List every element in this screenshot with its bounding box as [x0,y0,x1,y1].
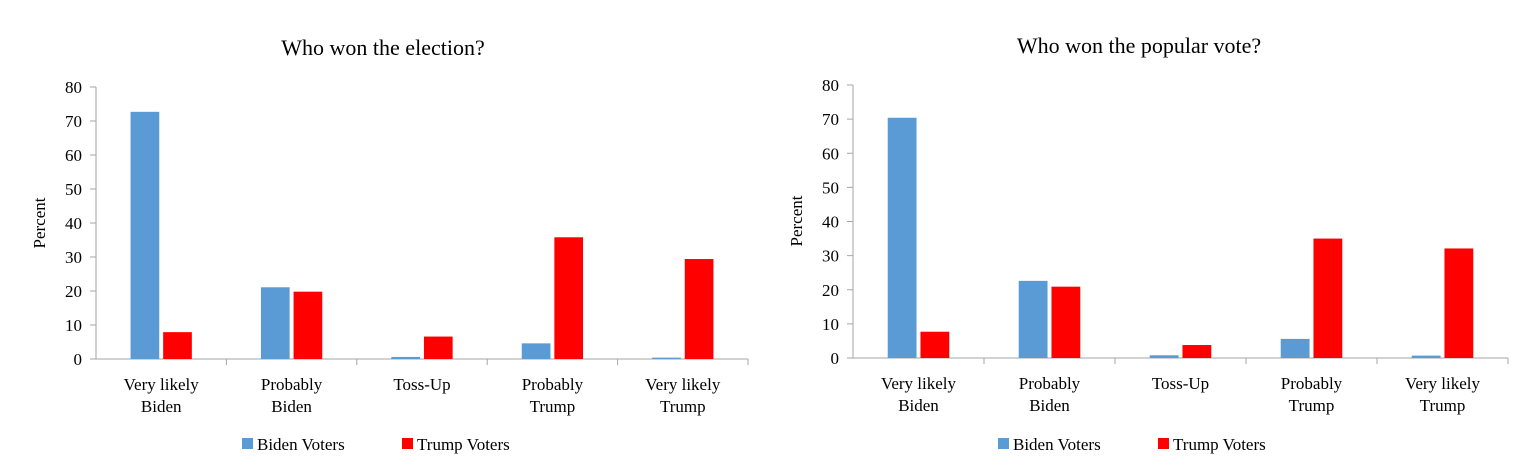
y-axis-label: Percent [30,197,49,248]
x-category-label-line: Very likely [645,375,721,394]
y-tick-label: 60 [65,146,82,165]
bar-biden-voters [521,343,551,359]
y-tick-label: 30 [65,248,82,267]
y-tick-label: 20 [822,281,839,300]
x-category-label-line: Very likely [881,374,957,393]
bar-trump-voters [423,336,453,359]
bar-trump-voters [1182,345,1212,358]
x-category-label: Very likely Biden [124,375,200,416]
y-tick-label: 0 [74,350,83,369]
legend-swatch-trump-voters [1158,438,1169,449]
bar-trump-voters [1444,248,1474,358]
y-tick-label: 50 [65,180,82,199]
legend-label-trump-voters: Trump Voters [417,435,510,454]
y-tick-label: 70 [65,112,82,131]
legend-label-biden-voters: Biden Voters [1013,435,1101,454]
legend-label-biden-voters: Biden Voters [257,435,345,454]
y-tick-label: 30 [822,247,839,266]
bar-biden-voters [1280,338,1310,358]
bar-biden-voters [1411,355,1441,358]
bar-trump-voters [1051,286,1081,358]
chart-title: Who won the election? [281,35,484,60]
x-category-label-line: Biden [1029,396,1070,415]
x-category-label: Toss-Up [1152,374,1209,393]
y-tick-label: 10 [65,316,82,335]
x-category-label: Probably Trump [1281,374,1343,415]
chart-election-winner: Who won the election? Percent 0 10 20 30 40 50 6… [30,35,749,454]
x-category-label: Very likely Trump [1405,374,1481,415]
bar-trump-voters [1313,238,1343,358]
x-category-label-line: Biden [271,397,312,416]
bar-trump-voters [163,332,192,359]
x-category-label-line: Toss-Up [1152,374,1209,393]
chart-popular-vote: Who won the popular vote? Percent 0 10 20 30 4… [787,33,1509,454]
x-category-label: Toss-Up [393,375,450,394]
x-category-label-line: Trump [530,397,576,416]
y-axis-label: Percent [787,195,806,246]
legend-label-trump-voters: Trump Voters [1173,435,1266,454]
y-tick-label: 60 [822,144,839,163]
bar-biden-voters [887,117,917,358]
y-tick-label: 40 [65,214,82,233]
x-category-label-line: Biden [141,397,182,416]
bar-biden-voters [130,111,160,359]
bar-biden-voters [391,356,421,359]
y-tick-label: 50 [822,178,839,197]
chart-title: Who won the popular vote? [1017,33,1261,58]
x-category-label-line: Probably [261,375,323,394]
y-tick-label: 80 [65,78,82,97]
bar-trump-voters [920,331,950,358]
x-category-label-line: Biden [898,396,939,415]
x-category-label-line: Very likely [1405,374,1481,393]
bar-trump-voters [554,237,584,359]
y-tick-label: 80 [822,76,839,95]
y-tick-label: 70 [822,110,839,129]
bar-biden-voters [1149,355,1179,358]
x-category-label-line: Toss-Up [393,375,450,394]
x-category-label-line: Trump [1420,396,1466,415]
y-tick-label: 10 [822,315,839,334]
x-category-label-line: Probably [1281,374,1343,393]
x-category-label-line: Trump [660,397,706,416]
bar-biden-voters [260,287,290,359]
bar-trump-voters [684,259,714,359]
y-tick-label: 20 [65,282,82,301]
x-category-label: Probably Biden [1019,374,1081,415]
x-category-label-line: Probably [522,375,584,394]
legend-swatch-biden-voters [998,438,1009,449]
x-category-label: Very likely Trump [645,375,721,416]
x-category-label: Probably Biden [261,375,323,416]
x-category-label-line: Very likely [124,375,200,394]
legend-swatch-biden-voters [242,438,253,449]
x-category-label: Probably Trump [522,375,584,416]
legend-swatch-trump-voters [402,438,413,449]
x-category-label: Very likely Biden [881,374,957,415]
bar-biden-voters [1018,280,1048,358]
y-tick-label: 0 [831,349,840,368]
x-category-label-line: Trump [1289,396,1335,415]
bar-trump-voters [293,291,323,359]
x-category-label-line: Probably [1019,374,1081,393]
bar-biden-voters [652,357,681,359]
y-tick-label: 40 [822,213,839,232]
